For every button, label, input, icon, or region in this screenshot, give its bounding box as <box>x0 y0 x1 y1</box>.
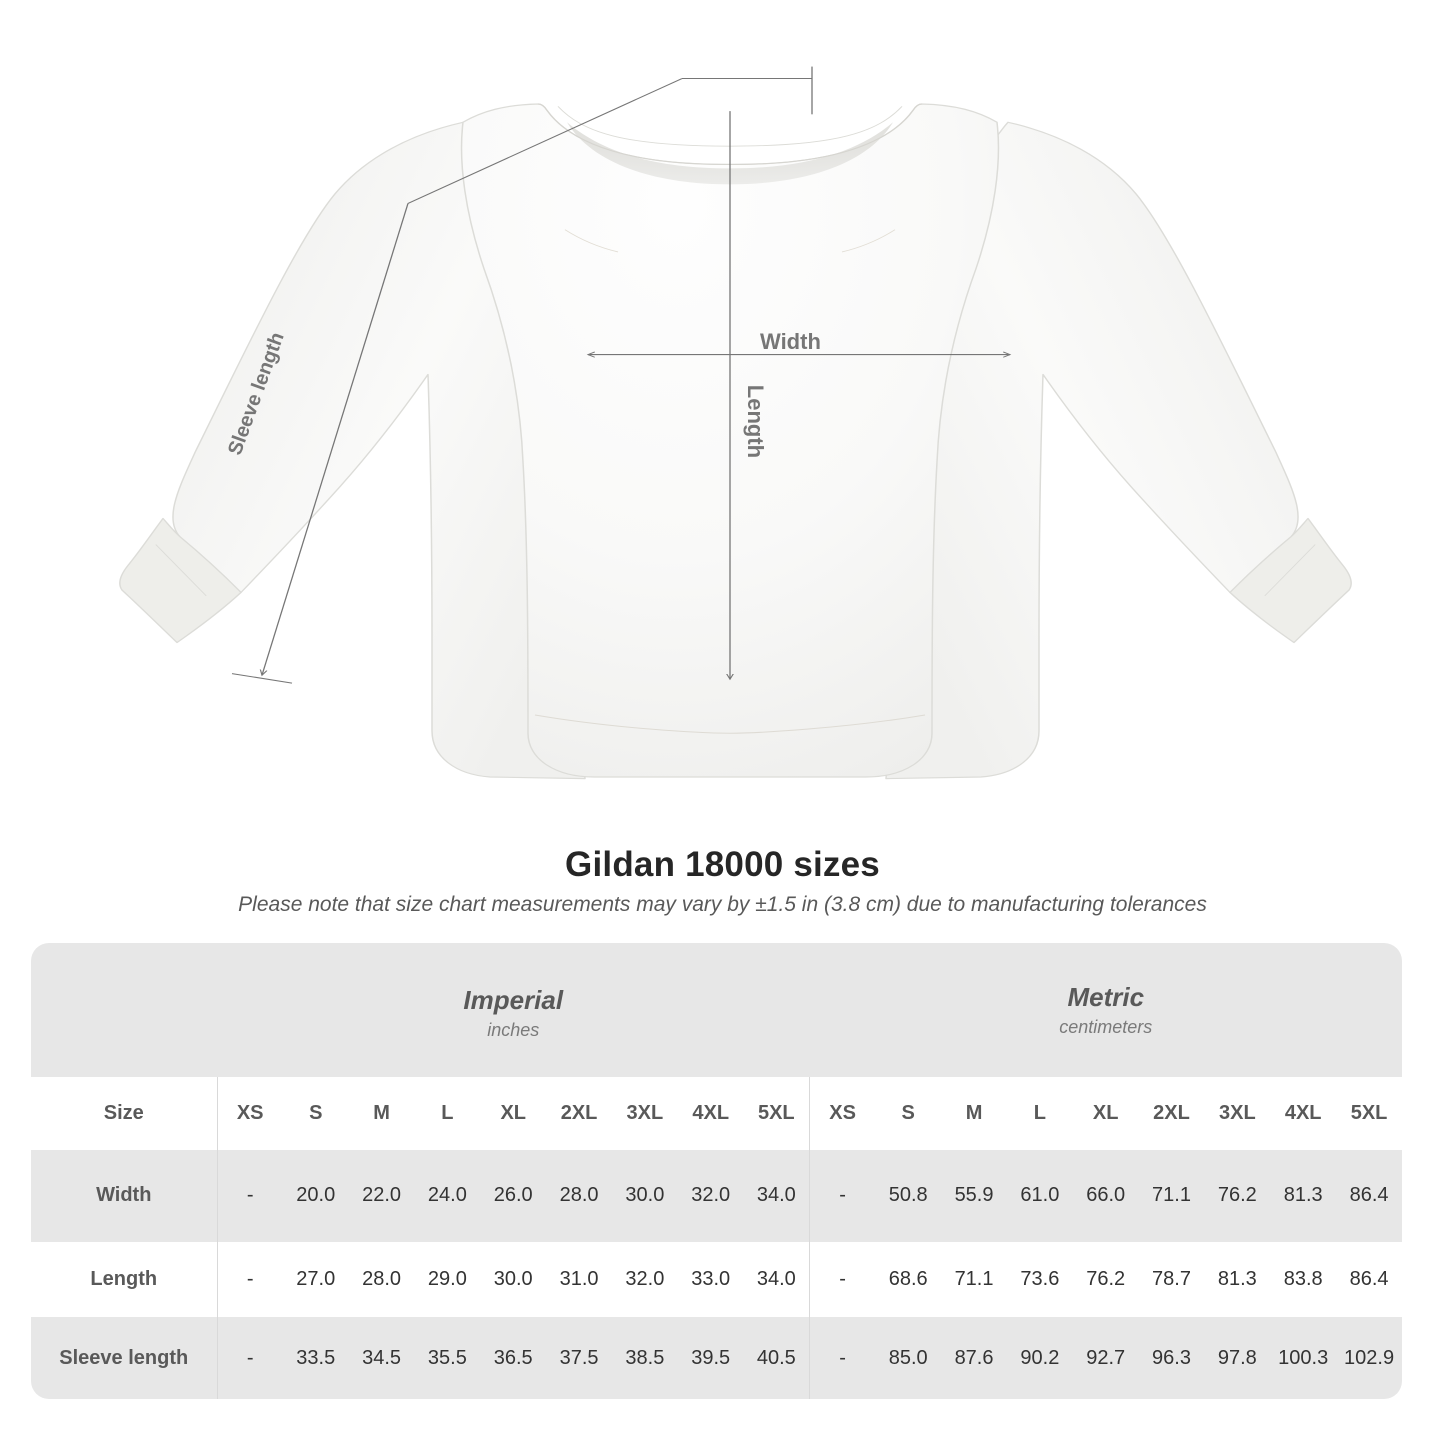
svg-text:Width: Width <box>760 329 821 354</box>
svg-text:Length: Length <box>743 385 768 458</box>
